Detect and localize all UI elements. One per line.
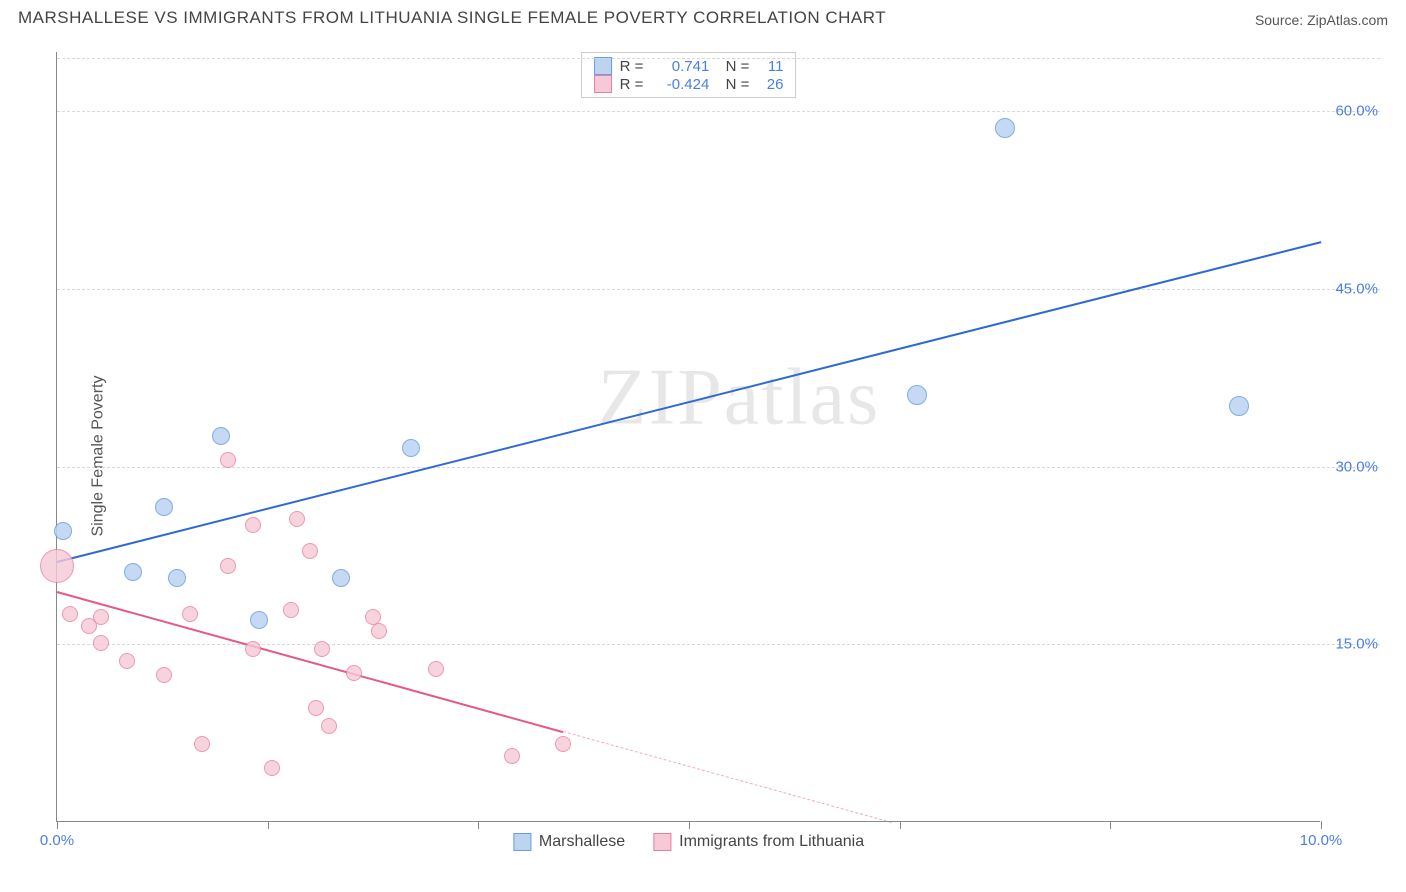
x-tick bbox=[57, 821, 58, 829]
data-point bbox=[220, 452, 236, 468]
n-label: N = bbox=[717, 76, 749, 93]
series-legend-item: Marshallese bbox=[513, 833, 625, 851]
series-legend-item: Immigrants from Lithuania bbox=[653, 833, 864, 851]
data-point bbox=[907, 385, 927, 405]
legend-swatch bbox=[594, 75, 612, 93]
stats-legend-row: R = -0.424 N = 26 bbox=[594, 75, 784, 93]
data-point bbox=[124, 563, 142, 581]
data-point bbox=[321, 718, 337, 734]
series-label: Marshallese bbox=[539, 833, 625, 851]
data-point bbox=[371, 623, 387, 639]
header: MARSHALLESE VS IMMIGRANTS FROM LITHUANIA… bbox=[0, 0, 1406, 32]
plot-area: ZIPatlas R =0.741 N =11R =-0.424 N =26 M… bbox=[56, 52, 1320, 822]
gridline bbox=[57, 289, 1380, 290]
y-tick-label: 60.0% bbox=[1335, 103, 1378, 120]
watermark: ZIPatlas bbox=[598, 353, 881, 444]
data-point bbox=[264, 760, 280, 776]
data-point bbox=[168, 569, 186, 587]
data-point bbox=[346, 665, 362, 681]
data-point bbox=[402, 439, 420, 457]
data-point bbox=[245, 517, 261, 533]
gridline bbox=[57, 58, 1380, 59]
gridline bbox=[57, 467, 1380, 468]
r-label: R = bbox=[620, 58, 644, 75]
data-point bbox=[194, 736, 210, 752]
data-point bbox=[555, 736, 571, 752]
data-point bbox=[250, 611, 268, 629]
x-tick bbox=[900, 821, 901, 829]
x-tick bbox=[478, 821, 479, 829]
y-tick-label: 30.0% bbox=[1335, 458, 1378, 475]
x-tick bbox=[689, 821, 690, 829]
legend-swatch bbox=[653, 833, 671, 851]
data-point bbox=[428, 661, 444, 677]
x-tick bbox=[1110, 821, 1111, 829]
data-point bbox=[504, 748, 520, 764]
data-point bbox=[332, 569, 350, 587]
n-value: 26 bbox=[757, 76, 783, 93]
data-point bbox=[289, 511, 305, 527]
data-point bbox=[245, 641, 261, 657]
legend-swatch bbox=[513, 833, 531, 851]
x-tick bbox=[268, 821, 269, 829]
x-tick-label: 0.0% bbox=[40, 832, 74, 849]
data-point bbox=[93, 635, 109, 651]
chart-title: MARSHALLESE VS IMMIGRANTS FROM LITHUANIA… bbox=[18, 8, 886, 28]
chart-container: Single Female Poverty ZIPatlas R =0.741 … bbox=[22, 40, 1394, 872]
data-point bbox=[302, 543, 318, 559]
x-tick-label: 10.0% bbox=[1300, 832, 1343, 849]
x-tick bbox=[1321, 821, 1322, 829]
data-point bbox=[62, 606, 78, 622]
source-prefix: Source: bbox=[1255, 12, 1307, 28]
gridline bbox=[57, 111, 1380, 112]
data-point bbox=[220, 558, 236, 574]
data-point bbox=[119, 653, 135, 669]
r-value: -0.424 bbox=[651, 76, 709, 93]
n-value: 11 bbox=[757, 58, 783, 75]
r-value: 0.741 bbox=[651, 58, 709, 75]
r-label: R = bbox=[620, 76, 644, 93]
data-point bbox=[182, 606, 198, 622]
n-label: N = bbox=[717, 58, 749, 75]
stats-legend-row: R = 0.741 N = 11 bbox=[594, 57, 784, 75]
trend-line-dashed bbox=[562, 731, 891, 823]
y-tick-label: 15.0% bbox=[1335, 636, 1378, 653]
data-point bbox=[54, 522, 72, 540]
data-point bbox=[308, 700, 324, 716]
data-point bbox=[995, 118, 1015, 138]
data-point bbox=[40, 549, 74, 583]
source-attribution: Source: ZipAtlas.com bbox=[1255, 12, 1388, 28]
data-point bbox=[314, 641, 330, 657]
data-point bbox=[212, 427, 230, 445]
data-point bbox=[155, 498, 173, 516]
legend-swatch bbox=[594, 57, 612, 75]
data-point bbox=[283, 602, 299, 618]
series-label: Immigrants from Lithuania bbox=[679, 833, 864, 851]
data-point bbox=[1229, 396, 1249, 416]
data-point bbox=[156, 667, 172, 683]
y-tick-label: 45.0% bbox=[1335, 280, 1378, 297]
data-point bbox=[93, 609, 109, 625]
series-legend: Marshallese Immigrants from Lithuania bbox=[505, 833, 872, 851]
source-link[interactable]: ZipAtlas.com bbox=[1307, 12, 1388, 28]
